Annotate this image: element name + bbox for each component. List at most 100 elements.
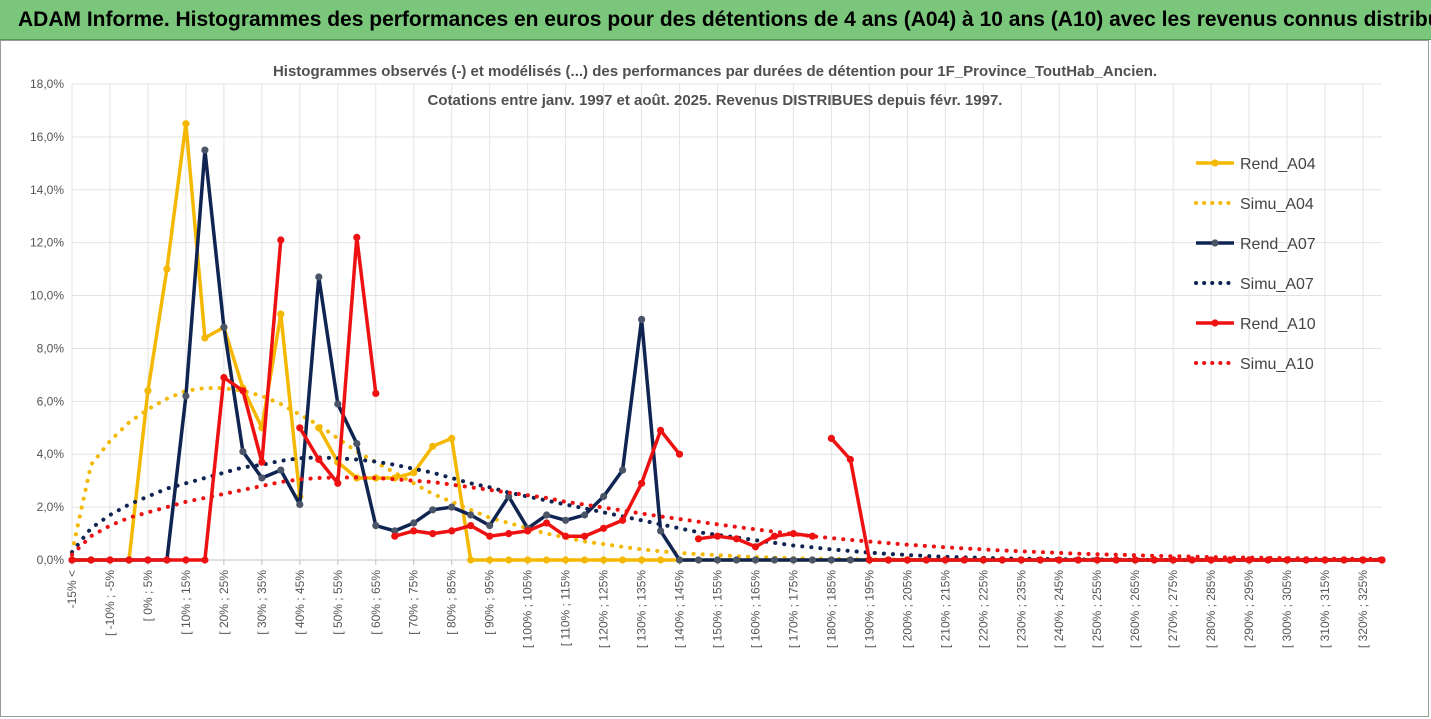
x-tick-label: [ 270% ; 275% (1166, 570, 1180, 648)
y-tick-label: 4,0% (37, 447, 65, 461)
data-point-Rend_A10 (846, 455, 855, 464)
x-tick-label: [ 90% ; 95% (483, 570, 497, 635)
x-tick-label: [ 320% ; 325% (1356, 570, 1370, 648)
data-point-Rend_A04 (524, 556, 532, 564)
series-Simu_A04 (70, 386, 1384, 562)
data-point-Rend_A10 (182, 556, 190, 564)
data-point-Rend_A10 (998, 556, 1006, 564)
data-point-Rend_A10 (391, 532, 399, 540)
series-line-Rend_A07 (72, 148, 1382, 562)
data-point-Rend_A07 (486, 522, 494, 530)
data-point-Rend_A10 (125, 556, 133, 564)
data-point-Rend_A07 (713, 556, 722, 564)
data-point-Rend_A10 (372, 389, 380, 397)
data-point-Rend_A07 (751, 556, 760, 564)
data-point-Rend_A07 (770, 556, 779, 564)
data-point-Rend_A07 (846, 556, 855, 564)
data-point-Rend_A10 (220, 373, 228, 382)
data-point-Rend_A07 (562, 516, 570, 524)
legend-marker (1211, 159, 1219, 167)
data-point-Rend_A10 (941, 556, 949, 564)
data-point-Rend_A07 (467, 511, 475, 519)
data-point-Rend_A07 (296, 500, 304, 509)
x-tick-label: [ 100% ; 105% (521, 570, 535, 648)
x-tick-label: [ 230% ; 235% (1014, 570, 1028, 648)
data-point-Rend_A10 (334, 479, 342, 487)
y-tick-label: 2,0% (37, 500, 65, 514)
x-tick-label: [ 120% ; 125% (597, 570, 611, 648)
data-point-Rend_A07 (543, 511, 551, 519)
x-tick-label: [ 30% ; 35% (255, 570, 269, 635)
series-Simu_A07 (70, 455, 1384, 562)
x-tick-label: [ -10% ; -5% (103, 570, 117, 636)
y-tick-label: 12,0% (30, 236, 64, 250)
data-point-Rend_A10 (144, 556, 152, 564)
data-point-Rend_A10 (239, 387, 247, 395)
series-line-Rend_A10 (830, 437, 1382, 562)
data-point-Rend_A10 (1188, 556, 1196, 564)
x-tick-label: [ 220% ; 225% (976, 570, 990, 648)
data-point-Rend_A10 (68, 556, 76, 564)
data-point-Rend_A04 (600, 556, 608, 564)
data-point-Rend_A10 (524, 527, 532, 535)
legend-marker (1211, 319, 1219, 327)
data-point-Rend_A10 (827, 434, 836, 442)
legend-item-Simu_A10: Simu_A10 (1194, 356, 1314, 373)
data-point-Rend_A04 (201, 334, 209, 342)
data-point-Rend_A10 (979, 556, 987, 564)
y-tick-label: 18,0% (30, 77, 64, 91)
data-point-Rend_A10 (600, 524, 608, 532)
legend-label: Simu_A07 (1240, 276, 1314, 293)
data-point-Rend_A10 (1131, 556, 1139, 564)
data-point-Rend_A07 (657, 527, 665, 535)
data-point-Rend_A07 (808, 556, 817, 564)
data-point-Rend_A10 (1093, 556, 1101, 564)
x-tick-label: -15% < (65, 570, 79, 608)
x-tick-label: [ 250% ; 255% (1090, 570, 1104, 648)
series-Simu_A10 (70, 475, 1384, 561)
data-point-Rend_A04 (163, 265, 171, 273)
data-point-Rend_A10 (638, 479, 646, 487)
chart-frame (0, 40, 1429, 717)
data-point-Rend_A10 (694, 535, 703, 543)
y-tick-label: 16,0% (30, 130, 64, 144)
x-tick-label: [ 290% ; 295% (1242, 570, 1256, 648)
legend-item-Rend_A04: Rend_A04 (1196, 156, 1316, 173)
x-tick-label: [ 110% ; 115% (559, 570, 573, 647)
data-point-Rend_A04 (581, 556, 589, 564)
data-point-Rend_A07 (258, 474, 266, 482)
data-point-Rend_A07 (353, 440, 361, 448)
data-point-Rend_A10 (258, 458, 266, 466)
legend-item-Simu_A07: Simu_A07 (1194, 276, 1314, 293)
legend-label: Rend_A07 (1240, 236, 1316, 253)
data-point-Rend_A04 (486, 556, 494, 564)
data-point-Rend_A10 (1207, 556, 1215, 564)
data-point-Rend_A07 (201, 146, 209, 154)
data-point-Rend_A04 (429, 442, 437, 450)
x-tick-label: [ 50% ; 55% (331, 570, 345, 635)
data-point-Rend_A10 (429, 530, 437, 538)
data-point-Rend_A07 (600, 492, 608, 501)
legend-label: Rend_A04 (1240, 156, 1316, 173)
data-point-Rend_A07 (827, 556, 836, 564)
data-point-Rend_A10 (410, 527, 418, 535)
data-point-Rend_A07 (789, 556, 798, 564)
x-tick-label: [ 170% ; 175% (786, 570, 800, 648)
x-tick-label: [ 240% ; 245% (1052, 570, 1066, 648)
data-point-Rend_A10 (770, 532, 779, 540)
data-point-Rend_A10 (1055, 556, 1063, 564)
series-line-Rend_A10 (394, 428, 681, 538)
data-point-Rend_A07 (334, 400, 342, 408)
data-point-Rend_A10 (486, 532, 494, 540)
data-point-Rend_A10 (581, 532, 589, 540)
x-tick-label: [ 0% ; 5% (141, 570, 155, 622)
data-point-Rend_A07 (315, 273, 323, 281)
series-layer (68, 120, 1386, 564)
data-point-Rend_A10 (315, 455, 323, 464)
data-point-Rend_A10 (789, 530, 798, 538)
x-tick-label: [ 40% ; 45% (293, 570, 307, 635)
x-tick-label: [ 280% ; 285% (1204, 570, 1218, 648)
data-point-Rend_A07 (581, 511, 589, 519)
data-point-Rend_A04 (638, 556, 646, 564)
